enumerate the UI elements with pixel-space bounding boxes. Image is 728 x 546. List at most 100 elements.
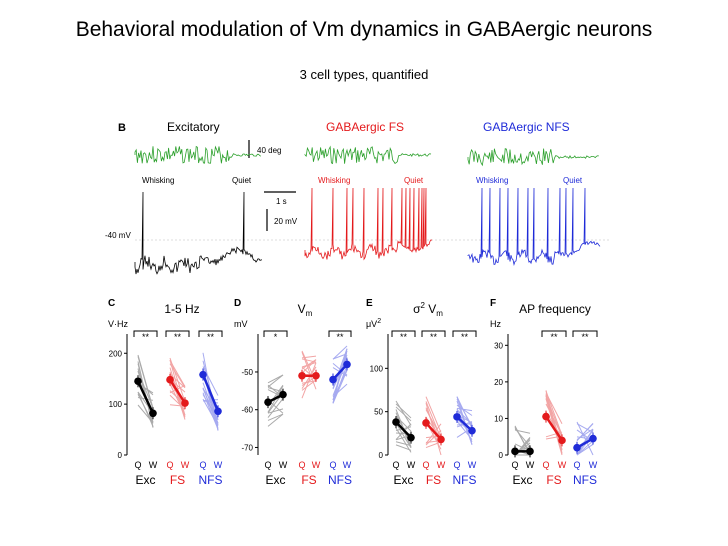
chart-e-sig-bracket <box>391 330 416 337</box>
chart-e-xtick-label: W <box>468 460 477 470</box>
chart-f-mean-point-fs <box>558 436 566 445</box>
chart-f-xtick-label: W <box>589 460 598 470</box>
chart-e-ylabel: μV2 <box>366 318 381 329</box>
chart-f-mean-point-exc <box>526 447 534 456</box>
chart-d-ytick-label: -70 <box>241 443 253 452</box>
chart-d-title: Vm <box>298 302 313 318</box>
chart-f-xtick-label: Q <box>511 460 518 470</box>
chart-d-cell-line <box>267 413 284 427</box>
chart-f-group-label-fs: FS <box>546 473 561 487</box>
chart-d-group-label-nfs: NFS <box>328 473 352 487</box>
chart-d-ylabel: mV <box>234 319 248 329</box>
chart-c-xtick-label: Q <box>166 460 173 470</box>
chart-e-mean-point-fs <box>437 435 445 444</box>
whisk-trace-fs <box>304 145 432 165</box>
chart-d-xtick-label: W <box>279 460 288 470</box>
chart-e-group-label-exc: Exc <box>393 473 413 487</box>
scale-mv-label: 20 mV <box>274 217 298 226</box>
chart-e-cell-line <box>395 400 412 426</box>
chart-f-mean-line-fs <box>544 415 564 442</box>
chart-c-xtick-label: Q <box>199 460 206 470</box>
chart-c-ytick-label: 100 <box>109 400 123 409</box>
chart-f-group-label-nfs: NFS <box>573 473 597 487</box>
chart-d-mean-point-exc <box>279 390 287 399</box>
chart-d-sig-bracket <box>328 330 352 337</box>
chart-c-mean-point-exc <box>149 409 157 418</box>
chart-e-cell-line <box>456 396 473 429</box>
chart-d-mean-point-fs <box>312 371 320 380</box>
baseline-label: -40 mV <box>105 231 131 240</box>
chart-e-mean-point-exc <box>407 433 415 442</box>
chart-c-group-label-exc: Exc <box>135 473 155 487</box>
chart-e-sig-label: ** <box>430 332 438 342</box>
chart-e-sig-bracket <box>421 330 446 337</box>
exc-whisking-label: Whisking <box>142 176 174 185</box>
chart-d-group-label-exc: Exc <box>265 473 285 487</box>
chart-c-xtick-label: W <box>214 460 223 470</box>
chart-e-cell-line <box>395 406 412 422</box>
chart-f-ytick-label: 0 <box>499 451 504 460</box>
chart-f-mean-point-nfs <box>589 434 597 443</box>
chart-f-mean-point-fs <box>542 412 550 421</box>
chart-d-cell-line <box>301 366 317 389</box>
chart-d-cell-line <box>267 398 284 418</box>
chart-d-xtick-label: Q <box>298 460 305 470</box>
chart-c-mean-line-fs <box>168 379 187 404</box>
chart-d-sig-bracket <box>263 330 288 337</box>
chart-e-sig-bracket <box>452 330 477 337</box>
chart-c-sig-bracket <box>133 330 158 337</box>
chart-f-xtick-label: Q <box>542 460 549 470</box>
chart-c-cell-line <box>202 388 219 424</box>
chart-d-cell-line <box>301 355 317 359</box>
chart-e-mean-point-exc <box>392 418 400 426</box>
chart-e-title: σ2 Vm <box>413 301 443 318</box>
chart-e-cell-line <box>395 441 412 447</box>
chart-e-mean-point-nfs <box>453 413 461 421</box>
chart-f-mean-point-nfs <box>573 443 581 452</box>
chart-d-cell-line <box>301 351 317 390</box>
chart-e-cell-line <box>456 407 473 412</box>
chart-f-panel-label: F <box>490 298 496 309</box>
chart-c-title: 1-5 Hz <box>164 302 199 316</box>
chart-c-mean-point-fs <box>181 399 189 407</box>
chart-c-sig-label: ** <box>174 332 182 342</box>
chart-d-group-label-fs: FS <box>301 473 316 487</box>
vm-trace-nfs <box>467 187 601 267</box>
chart-d-xtick-label: Q <box>264 460 271 470</box>
chart-e-cell-line <box>395 427 412 453</box>
exc-quiet-label: Quiet <box>232 176 252 185</box>
chart-f-sig-label: ** <box>581 332 589 342</box>
chart-f-ytick-label: 10 <box>494 414 503 423</box>
chart-c-ylabel: V·Hz <box>108 319 128 329</box>
chart-e-cell-line <box>395 403 412 419</box>
chart-f-group-label-exc: Exc <box>512 473 532 487</box>
vm-trace-excitatory <box>134 191 263 275</box>
vm-trace-fs <box>304 187 433 261</box>
chart-d-mean-point-nfs <box>329 375 337 384</box>
chart-e-sig-label: ** <box>400 332 408 342</box>
chart-e-ytick-label: 100 <box>370 364 384 373</box>
panel-b-label: B <box>118 122 126 134</box>
chart-e-xtick-label: Q <box>422 460 429 470</box>
chart-f-title: AP frequency <box>519 302 591 316</box>
chart-f-ylabel: Hz <box>490 319 501 329</box>
chart-d-cell-line <box>332 383 348 398</box>
chart-c-group-label-fs: FS <box>170 473 185 487</box>
chart-d-xtick-label: W <box>312 460 321 470</box>
chart-e-xtick-label: Q <box>392 460 399 470</box>
chart-c-sig-label: ** <box>207 332 215 342</box>
chart-e-cell-line <box>425 396 442 433</box>
chart-f-sig-bracket <box>572 330 598 337</box>
chart-d-mean-point-nfs <box>343 360 351 369</box>
chart-c-sig-bracket <box>165 330 190 337</box>
chart-c-ytick-label: 0 <box>118 451 123 460</box>
chart-c-sig-label: ** <box>142 332 150 342</box>
chart-e-cell-line <box>425 441 442 449</box>
cell-title-fs: GABAergic FS <box>326 120 404 134</box>
chart-c-mean-point-nfs <box>214 407 222 416</box>
nfs-whisking-label: Whisking <box>476 176 508 185</box>
chart-c-mean-point-exc <box>134 377 142 386</box>
